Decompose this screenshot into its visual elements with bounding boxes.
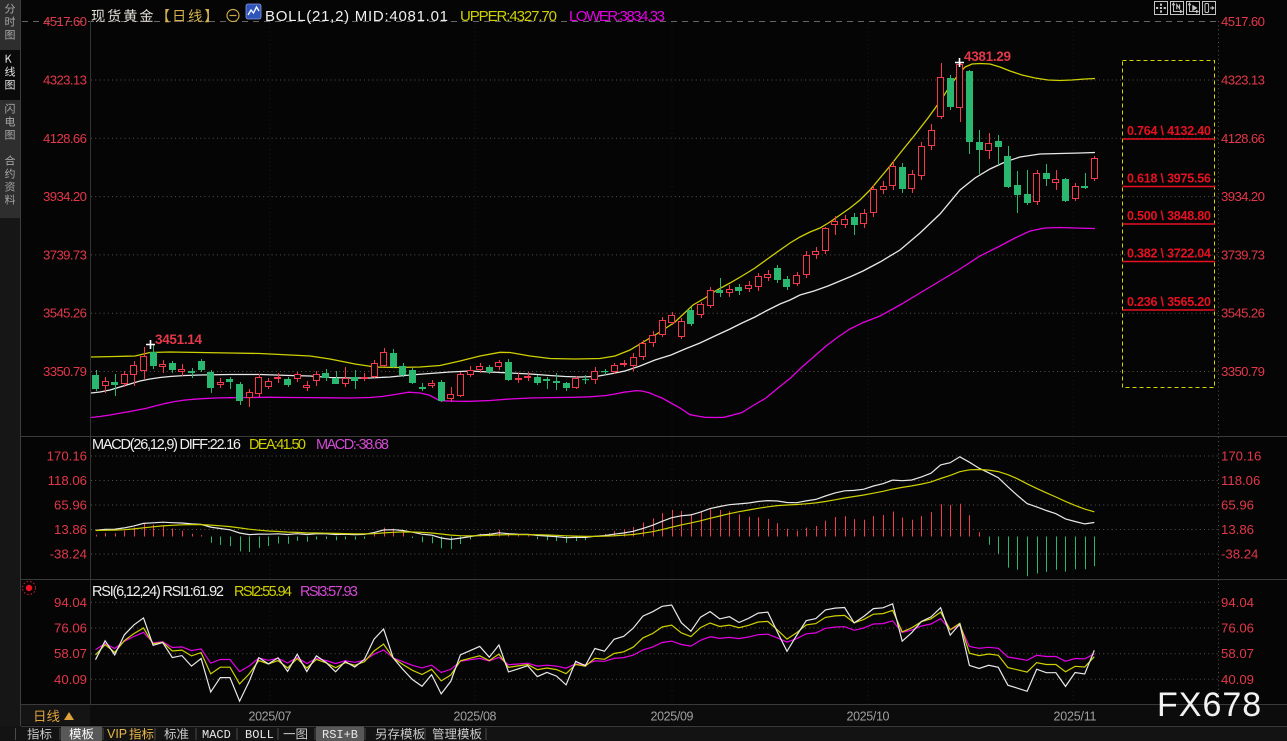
svg-text:RSI2:55.94: RSI2:55.94 [234,584,292,600]
svg-text:BOLL(21,2) MID:4081.01: BOLL(21,2) MID:4081.01 [265,8,448,25]
svg-text:0.236 \ 3565.20: 0.236 \ 3565.20 [1127,295,1211,309]
svg-text:58.07: 58.07 [1221,646,1254,661]
svg-text:VIP: VIP [107,727,127,741]
svg-text:MACD(26,12,9) DIFF:22.16: MACD(26,12,9) DIFF:22.16 [92,437,241,453]
svg-text:40.09: 40.09 [1221,672,1254,687]
svg-text:3545.26: 3545.26 [43,306,87,321]
svg-text:4128.66: 4128.66 [1221,131,1265,146]
svg-text:3739.73: 3739.73 [43,247,87,262]
svg-text:3350.79: 3350.79 [43,364,87,379]
svg-text:BOLL: BOLL [245,728,274,741]
svg-text:3451.14: 3451.14 [155,332,202,347]
svg-text:2025/07: 2025/07 [249,710,292,724]
svg-text:118.06: 118.06 [1221,473,1260,488]
svg-text:RSI(6,12,24) RSI1:61.92: RSI(6,12,24) RSI1:61.92 [92,584,224,600]
svg-text:3934.20: 3934.20 [43,189,87,204]
svg-text:3934.20: 3934.20 [1221,189,1265,204]
svg-text:76.06: 76.06 [1221,621,1254,636]
svg-text:4323.13: 4323.13 [43,73,87,88]
svg-text:LOWER:3834.33: LOWER:3834.33 [569,8,665,25]
svg-text:-38.24: -38.24 [50,547,87,562]
svg-text:MACD: MACD [202,728,231,741]
svg-text:13.86: 13.86 [1221,522,1254,537]
svg-text:DEA:41.50: DEA:41.50 [249,437,306,453]
svg-text:-38.24: -38.24 [1221,547,1258,562]
svg-text:13.86: 13.86 [54,522,87,537]
svg-text:4517.60: 4517.60 [1221,14,1265,29]
svg-text:65.96: 65.96 [54,498,87,513]
svg-text:0.764 \ 4132.40: 0.764 \ 4132.40 [1127,124,1211,138]
svg-text:2025/08: 2025/08 [454,710,497,724]
svg-text:RSI3:57.93: RSI3:57.93 [300,584,358,600]
svg-text:2025/11: 2025/11 [1054,710,1097,724]
svg-text:4128.66: 4128.66 [43,131,87,146]
svg-text:170.16: 170.16 [1221,449,1261,464]
svg-text:4323.13: 4323.13 [1221,73,1265,88]
svg-text:58.07: 58.07 [54,646,87,661]
svg-text:4381.29: 4381.29 [964,49,1011,64]
svg-text:94.04: 94.04 [54,595,87,610]
svg-text:FX678: FX678 [1157,686,1262,724]
svg-text:2025/09: 2025/09 [651,710,694,724]
svg-text:0.500 \ 3848.80: 0.500 \ 3848.80 [1127,209,1211,223]
svg-text:118.06: 118.06 [48,473,87,488]
svg-text:94.04: 94.04 [1221,595,1254,610]
svg-text:0.618 \ 3975.56: 0.618 \ 3975.56 [1127,172,1211,186]
svg-text:76.06: 76.06 [54,621,87,636]
svg-text:170.16: 170.16 [47,449,87,464]
svg-text:RSI+B: RSI+B [322,728,358,741]
svg-text:3350.79: 3350.79 [1221,364,1265,379]
svg-text:2025/10: 2025/10 [847,710,890,724]
svg-text:40.09: 40.09 [54,672,87,687]
svg-text:0.382 \ 3722.04: 0.382 \ 3722.04 [1127,247,1211,261]
svg-text:3545.26: 3545.26 [1221,306,1265,321]
svg-text:3739.73: 3739.73 [1221,247,1265,262]
svg-text:65.96: 65.96 [1221,498,1254,513]
svg-text:MACD:-38.68: MACD:-38.68 [316,437,389,453]
svg-text:4517.60: 4517.60 [43,14,87,29]
svg-text:UPPER:4327.70: UPPER:4327.70 [460,8,557,25]
